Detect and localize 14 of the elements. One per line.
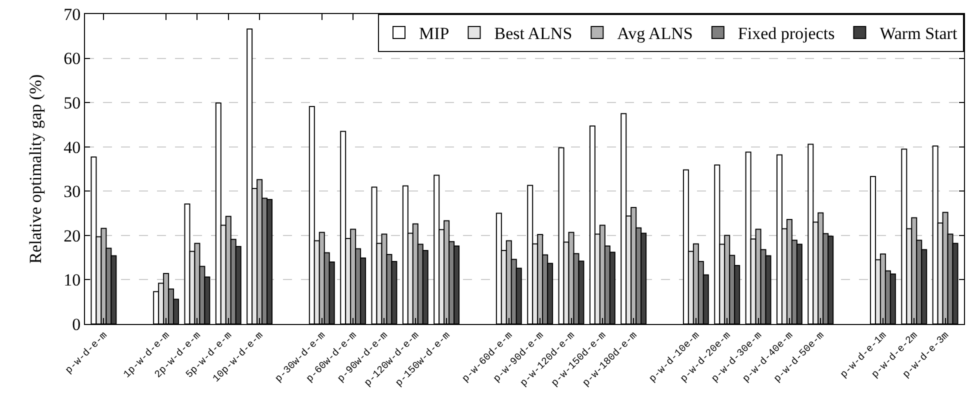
y-tick-label: 40 — [64, 138, 81, 157]
legend-label: MIP — [419, 24, 450, 44]
legend-label: Warm Start — [880, 24, 958, 44]
y-tick-label: 30 — [64, 182, 81, 202]
legend-label: Best ALNS — [494, 24, 572, 44]
y-tick-label: 20 — [64, 226, 81, 246]
y-tick-label: 50 — [64, 94, 81, 113]
y-axis-title: Relative optimality gap (%) — [26, 74, 45, 264]
y-tick-label: 70 — [64, 4, 81, 24]
legend-label: Avg ALNS — [617, 24, 693, 44]
y-tick-label: 60 — [64, 49, 81, 68]
y-tick-label: 0 — [72, 314, 81, 334]
legend-label: Fixed projects — [738, 24, 835, 44]
y-tick-label: 10 — [64, 270, 81, 290]
